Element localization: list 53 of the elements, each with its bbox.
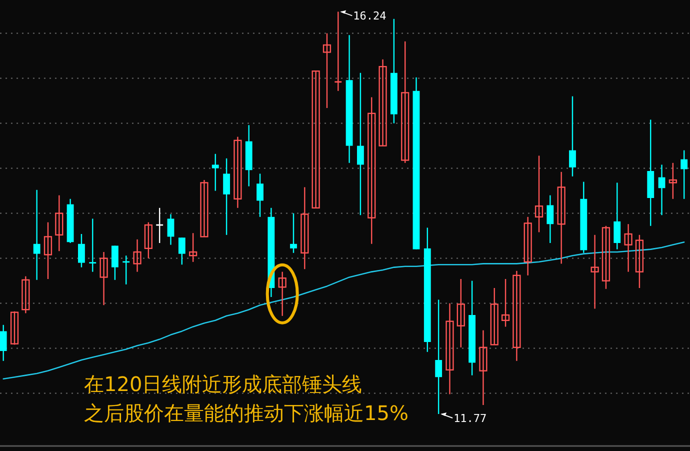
candlestick: [78, 233, 85, 268]
candlestick: [200, 179, 208, 238]
candlestick: [122, 255, 130, 285]
candlestick: [290, 212, 297, 254]
candlestick: [456, 278, 465, 348]
candlestick: [167, 214, 174, 246]
candlestick: [590, 234, 599, 310]
candlestick: [378, 58, 387, 146]
candlestick: [133, 238, 142, 272]
candlestick: [178, 237, 186, 266]
candlestick: [479, 330, 488, 406]
annotation: 11.77: [454, 412, 487, 425]
candlestick: [144, 222, 152, 259]
candlestick: [10, 310, 19, 346]
candlestick: [44, 222, 52, 280]
candlestick: [212, 153, 219, 192]
annotation: 16.24: [353, 10, 387, 23]
candlestick: [446, 302, 454, 395]
candlestick: [668, 162, 677, 200]
candlestick: [624, 224, 632, 272]
candlestick: [22, 276, 30, 314]
candlestick: [680, 150, 688, 200]
candlestick: [0, 324, 7, 362]
candlestick: [100, 251, 108, 306]
candlestick: [189, 232, 198, 262]
candlestick: [111, 245, 118, 280]
annotation: 在120日线附近形成底部锤头线: [84, 372, 362, 396]
candlestick: [401, 40, 410, 164]
candlestick: [88, 218, 97, 272]
candlestick: [490, 287, 498, 346]
candlestick: [55, 194, 64, 252]
candlestick: [256, 173, 264, 218]
candlestick: [569, 96, 576, 177]
candlestick: [658, 164, 666, 216]
candlestick: [322, 32, 332, 109]
candlestick: [557, 171, 566, 264]
candlestick: [312, 70, 320, 208]
candlestick: [368, 96, 376, 244]
candlestick: [534, 155, 544, 233]
candlestick: [546, 194, 554, 244]
candlestick: [33, 189, 40, 280]
annotation: 之后股价在量能的推动下涨幅近15%: [84, 401, 408, 425]
candlestick: [356, 72, 364, 216]
candlestick: [512, 270, 521, 362]
candlestick: [278, 271, 286, 316]
candlestick: [300, 186, 309, 270]
candlestick: [223, 158, 230, 236]
candlestick: [635, 234, 644, 289]
candlestick: [614, 182, 621, 250]
candlestick: [524, 216, 532, 276]
candlestick: [234, 136, 242, 208]
candlestick: [602, 225, 610, 290]
candlestick: [501, 278, 510, 328]
